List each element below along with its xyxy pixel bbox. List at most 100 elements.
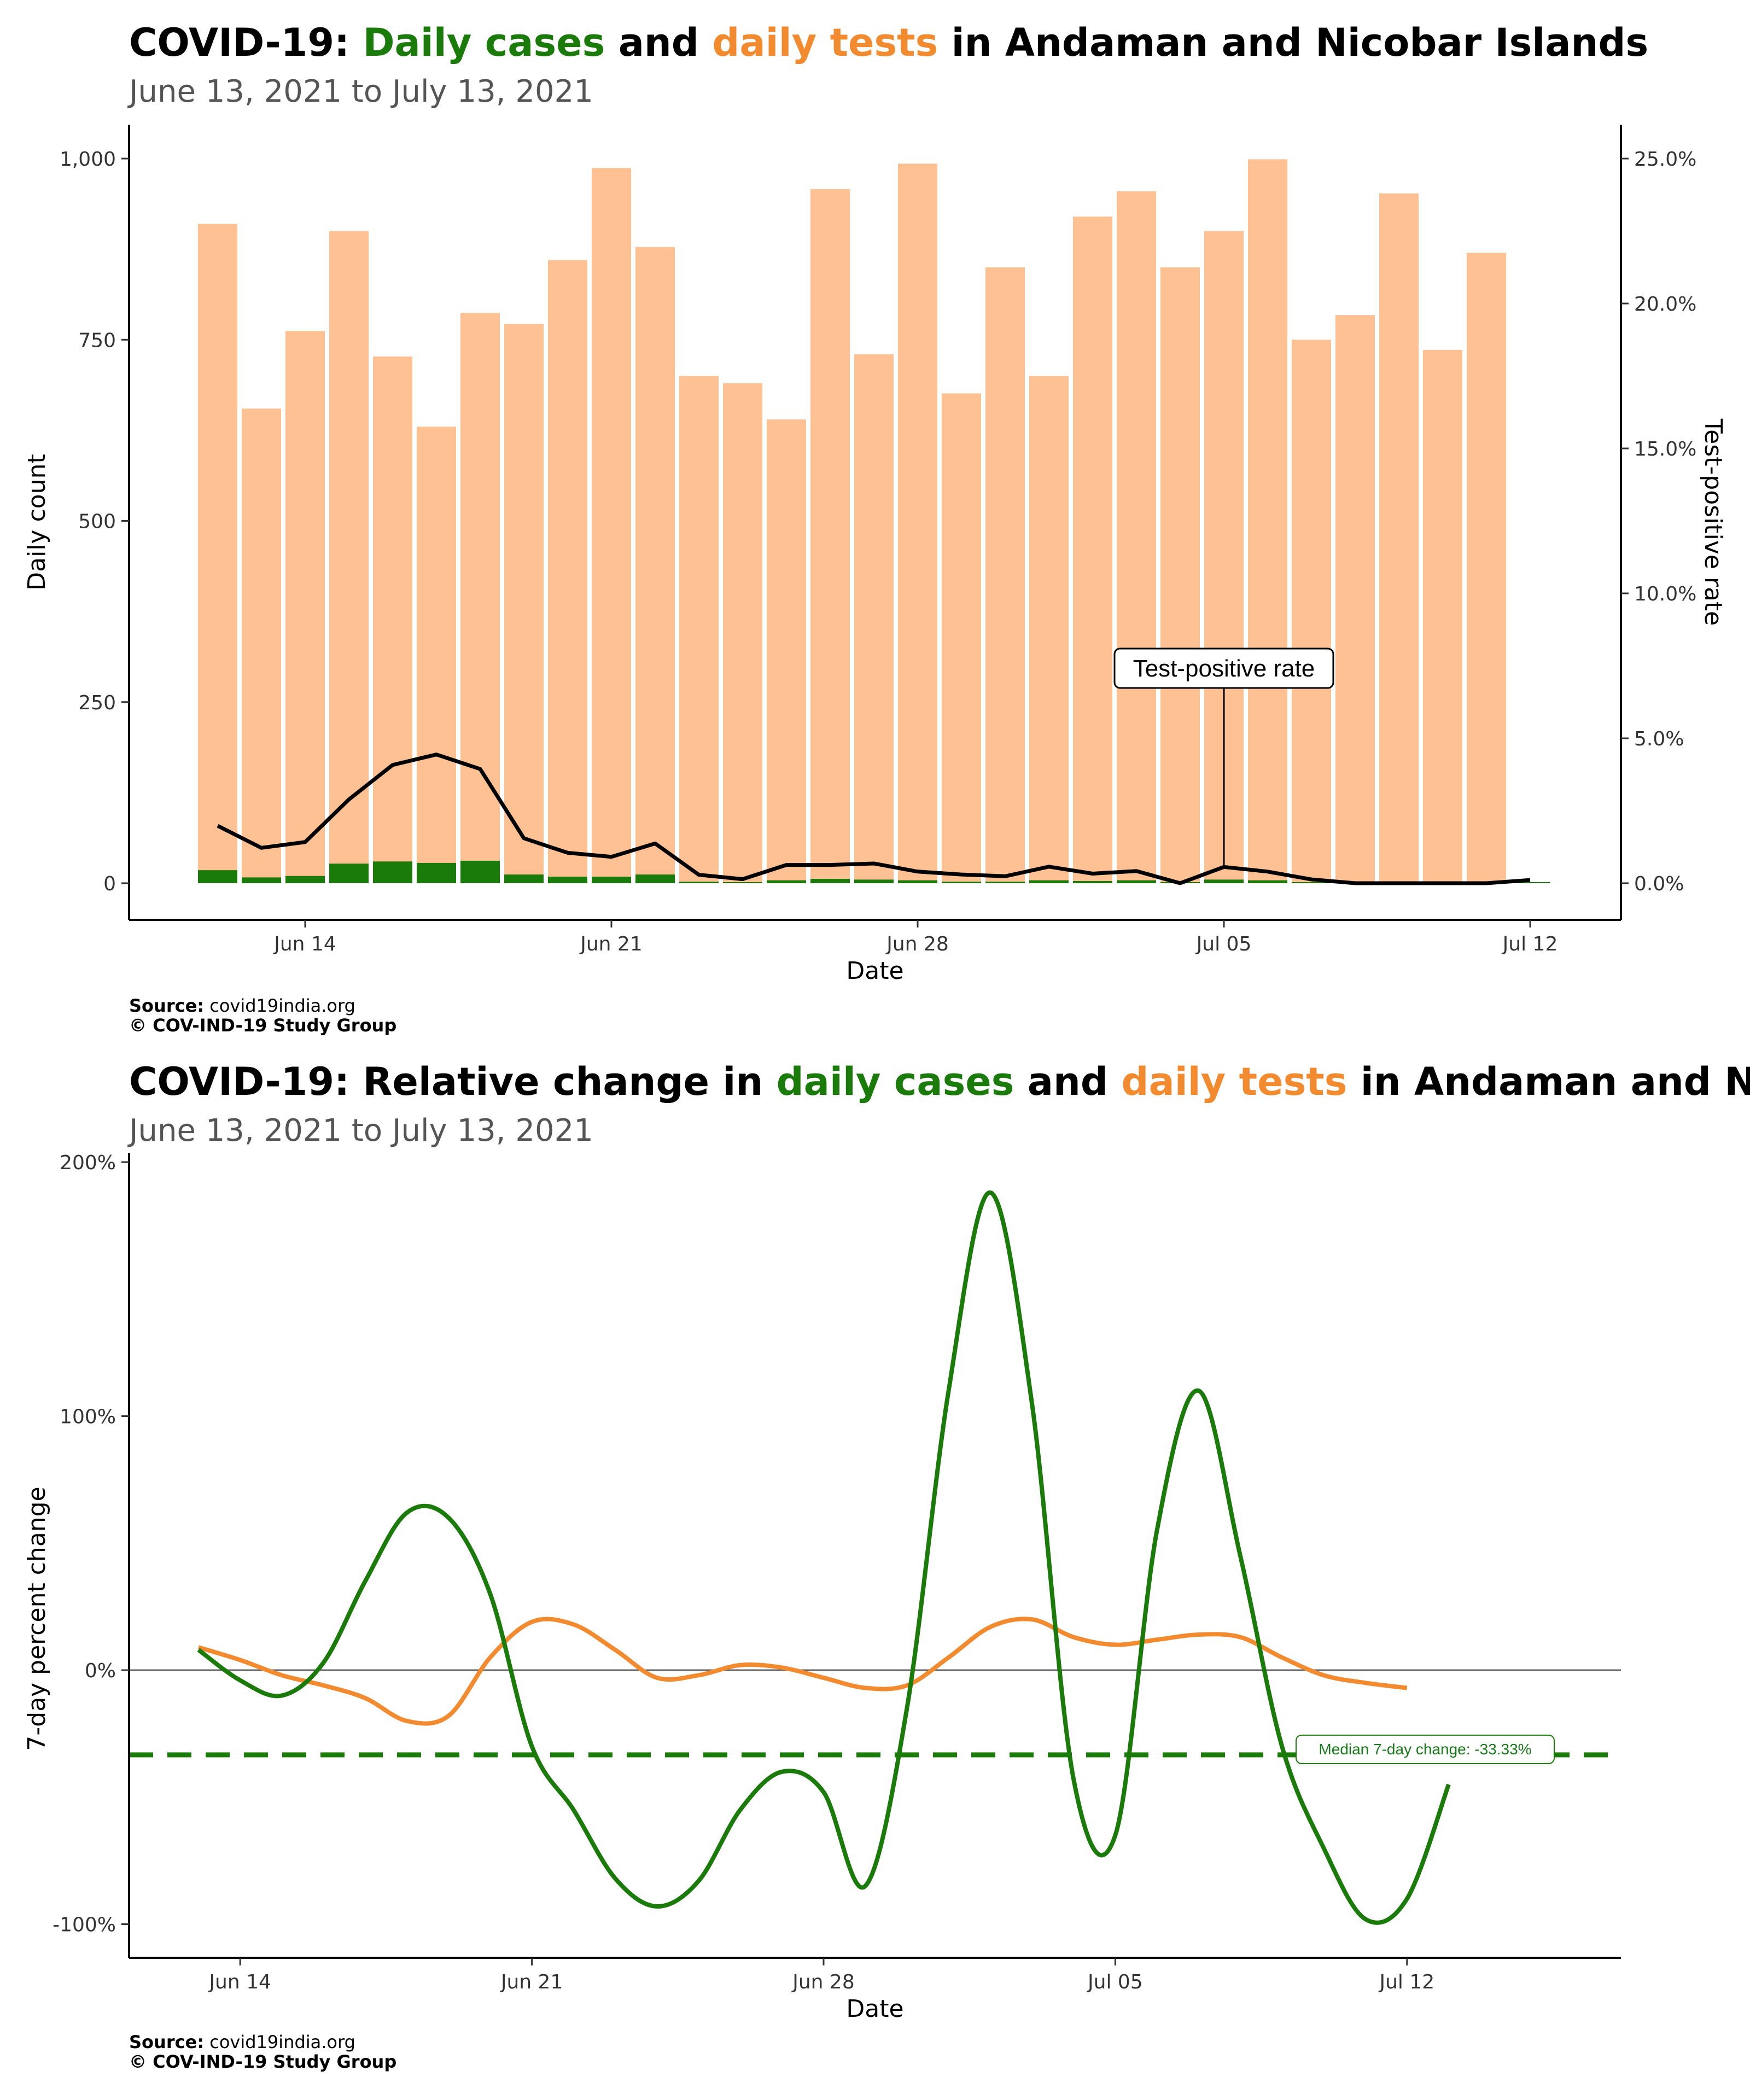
chart2-subtitle: June 13, 2021 to July 13, 2021	[127, 1113, 593, 1148]
y-tick-label: 100%	[60, 1406, 116, 1428]
tests-bar	[1379, 193, 1419, 884]
tests-bar	[679, 376, 719, 883]
median-label: Median 7-day change: -33.33%	[1319, 1741, 1531, 1758]
tests-bar	[198, 224, 237, 883]
tests-bar	[242, 409, 281, 883]
chart1-y-axis-title: Daily count	[23, 454, 51, 590]
cases-bar	[723, 882, 762, 883]
y-tick-label: 500	[78, 511, 116, 533]
tests-bar	[1467, 253, 1506, 883]
cases-change-line	[197, 1190, 1451, 1925]
x-tick-label: Jun 28	[791, 1971, 855, 1993]
cases-bar	[417, 862, 456, 883]
x-tick-label: Jul 12	[1502, 933, 1558, 955]
chart2-copyright: © COV-IND-19 Study Group	[129, 2051, 396, 2072]
chart1-x-axis-title: Date	[846, 957, 903, 985]
tests-bar	[942, 393, 981, 883]
cases-bar	[592, 877, 631, 883]
y2-tick-label: 5.0%	[1634, 728, 1684, 750]
cases-bar	[504, 874, 544, 883]
tests-bar	[1335, 315, 1375, 884]
cases-bar	[1029, 880, 1069, 883]
chart1-title: COVID-19: Daily cases and daily tests in…	[129, 20, 1648, 65]
tests-bar	[1248, 159, 1287, 884]
chart2-y-axis-title: 7-day percent change	[23, 1486, 51, 1751]
chart1-y2-axis-title: Test-positive rate	[1699, 418, 1727, 626]
cases-bar	[285, 876, 325, 883]
y-tick-label: 750	[78, 329, 116, 352]
annotation-label: Test-positive rate	[1133, 655, 1315, 682]
tests-bar	[1029, 376, 1069, 883]
cases-bar	[1117, 880, 1156, 883]
tests-bar	[635, 247, 675, 883]
tests-bar	[504, 324, 544, 883]
chart1-copyright: © COV-IND-19 Study Group	[129, 1015, 396, 1036]
tests-bar	[1423, 349, 1462, 883]
y2-tick-label: 20.0%	[1634, 293, 1696, 316]
y-tick-label: 0	[103, 873, 116, 895]
x-tick-label: Jun 14	[208, 1971, 271, 1993]
cases-bar	[985, 882, 1025, 883]
tests-bar	[723, 383, 762, 883]
tests-bar	[1160, 267, 1200, 883]
tests-bar	[810, 189, 850, 883]
chart2-source: Source: covid19india.org	[129, 2032, 355, 2052]
y2-tick-label: 25.0%	[1634, 148, 1696, 171]
chart1-subtitle: June 13, 2021 to July 13, 2021	[127, 74, 593, 109]
chart2-title: COVID-19: Relative change in daily cases…	[129, 1059, 1750, 1104]
tests-bar	[285, 331, 325, 883]
cases-bar	[1204, 879, 1244, 883]
x-tick-label: Jun 14	[273, 933, 336, 955]
cases-bar	[767, 880, 806, 883]
cases-bar	[373, 861, 412, 883]
tests-bar	[592, 168, 631, 884]
y-tick-label: 0%	[85, 1660, 116, 1682]
tests-change-line	[197, 1617, 1408, 1726]
tests-bar	[548, 260, 587, 883]
y-tick-label: 250	[78, 692, 116, 714]
cases-bar	[460, 860, 500, 883]
x-tick-label: Jun 28	[885, 933, 949, 955]
median-label-box	[1296, 1734, 1555, 1764]
tests-bar	[767, 419, 806, 883]
y2-tick-label: 15.0%	[1634, 438, 1696, 460]
cases-bar	[1292, 882, 1331, 883]
test-positive-rate-line	[217, 752, 1531, 885]
tests-bar	[417, 427, 456, 883]
tests-bar	[329, 231, 369, 883]
cases-bar	[1248, 880, 1287, 883]
cases-bar	[635, 874, 675, 883]
cases-bar	[854, 879, 894, 883]
chart2-plot-area: Median 7-day change: -33.33% -100% 0% 100% 2…	[52, 1152, 1621, 1993]
y-tick-label: 200%	[60, 1152, 116, 1174]
tests-bar	[1117, 191, 1156, 883]
annotation-box	[1113, 648, 1334, 689]
x-tick-label: Jun 21	[579, 933, 643, 955]
chart2-x-axis-title: Date	[846, 1995, 903, 2023]
cases-bar	[329, 864, 369, 883]
tests-bar	[1292, 340, 1331, 883]
tests-bar	[373, 356, 412, 883]
cases-bar	[898, 880, 937, 883]
cases-bar	[810, 879, 850, 883]
y2-tick-label: 0.0%	[1634, 873, 1684, 895]
tests-bar	[985, 267, 1025, 883]
x-tick-label: Jul 05	[1087, 1971, 1143, 1993]
x-tick-label: Jul 12	[1378, 1971, 1434, 1993]
cases-bar	[242, 877, 281, 883]
tests-bar	[898, 164, 937, 883]
x-tick-label: Jun 21	[500, 1971, 563, 1993]
y-tick-label: 1,000	[60, 148, 116, 171]
cases-bar	[1073, 881, 1112, 883]
y-tick-label: -100%	[52, 1914, 116, 1936]
tests-bar	[1073, 217, 1112, 883]
chart1-source: Source: covid19india.org	[129, 995, 355, 1016]
tests-bar	[460, 313, 500, 883]
cases-bar	[198, 870, 237, 883]
y2-tick-label: 10.0%	[1634, 583, 1696, 605]
cases-bar	[548, 877, 587, 883]
cases-bar	[679, 882, 719, 883]
cases-bar	[1510, 882, 1550, 883]
